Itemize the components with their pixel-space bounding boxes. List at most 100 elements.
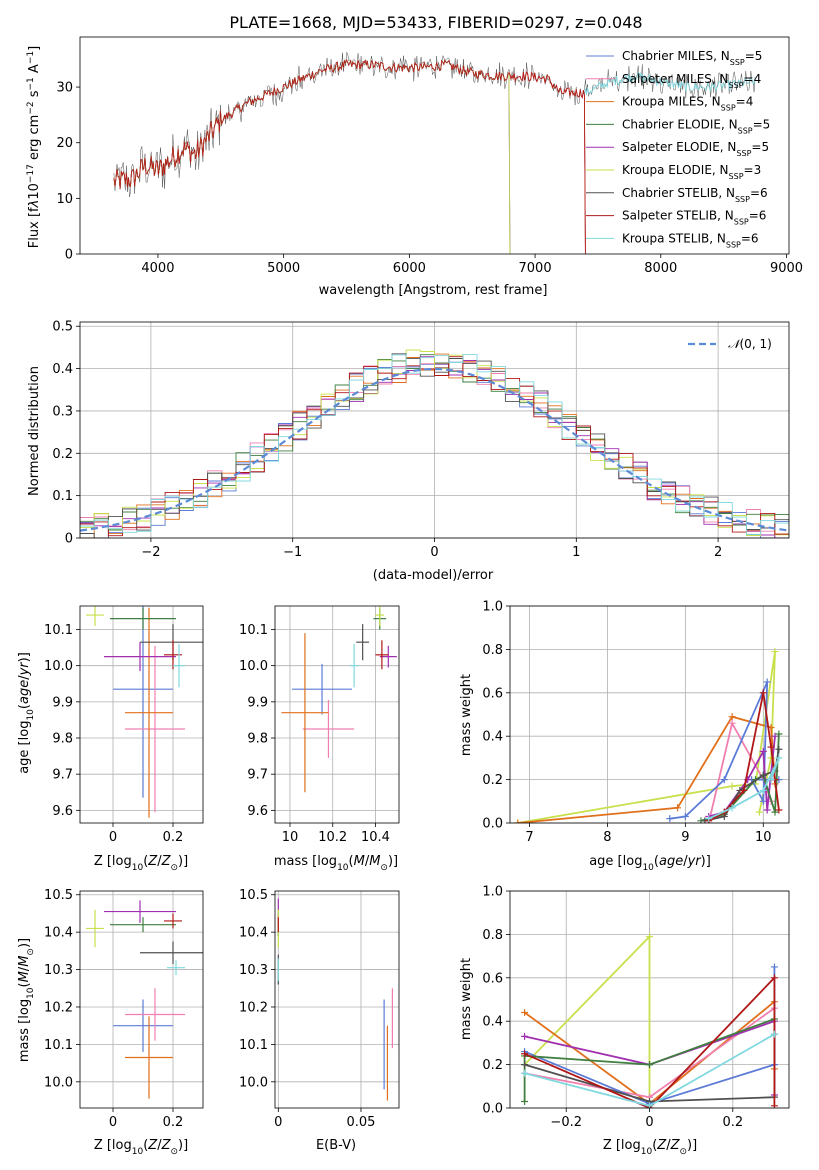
spectrum-series-line — [113, 58, 586, 254]
weight-point-marker — [770, 1030, 778, 1038]
weight-point-marker — [521, 1032, 529, 1040]
spectrum-series-line — [113, 58, 586, 254]
y-tick-label: 10.0 — [239, 659, 268, 674]
legend-subscript: SSP — [729, 80, 744, 89]
x-tick-label: 8 — [603, 830, 611, 845]
x-tick-label: 8000 — [644, 261, 677, 276]
y-tick-label: 10.1 — [44, 1038, 73, 1053]
x-tick-label: 10.4 — [361, 830, 390, 845]
y-tick-label: 9.8 — [247, 732, 268, 747]
wage-ylabel: mass weight — [459, 674, 474, 756]
x-tick-label: 0.2 — [163, 830, 184, 845]
legend-entry: Kroupa STELIB, NSSP=6 — [622, 231, 759, 249]
ageZ-xlabel: Z [log10(Z/Z⊙)] — [94, 854, 188, 873]
spectrum-ylabel: Flux [fλ10−17 erg cm−2 s−1 A−1] — [26, 46, 42, 248]
x-tick-label: 10 — [755, 830, 772, 845]
legend-subscript: SSP — [734, 217, 749, 226]
axes-frame — [79, 321, 790, 539]
spectrum-series-line — [113, 58, 511, 254]
spectrum-series-line — [113, 58, 511, 254]
weight-point-marker — [646, 1061, 653, 1069]
y-tick-label: 0.2 — [482, 773, 503, 788]
y-tick-label: 10.0 — [44, 1075, 73, 1090]
y-tick-label: 0.6 — [482, 686, 503, 701]
axes-frame — [79, 36, 790, 255]
weight-point-marker — [674, 804, 682, 812]
y-tick-label: 0 — [65, 532, 73, 547]
x-tick-label: −0.2 — [550, 1115, 582, 1130]
y-tick-label: 0.1 — [52, 489, 73, 504]
y-tick-label: 0.2 — [482, 1058, 503, 1073]
y-tick-label: 9.9 — [247, 695, 268, 710]
weight-point-marker — [775, 806, 783, 814]
y-tick-label: 0.3 — [52, 404, 73, 419]
weight-point-marker — [728, 713, 736, 721]
weight-point-marker — [771, 808, 779, 816]
y-tick-label: 20 — [56, 136, 73, 151]
spectrum-series-line — [113, 58, 586, 254]
y-tick-label: 10.3 — [239, 963, 268, 978]
normal-legend-label: 𝒩(0, 1) — [728, 337, 772, 351]
weight-point-marker — [767, 776, 775, 784]
weight-point-marker — [771, 732, 779, 740]
weight-point-marker — [775, 754, 783, 762]
mass_vs_ebv-panel: 0 0.05 10.0 10.1 10.2 10.3 10.4 10.5 — [239, 888, 400, 1130]
axes-frame — [274, 605, 400, 824]
weight_vs_age-marks — [514, 648, 783, 823]
mass_vs_Z-marks — [86, 900, 203, 1099]
weight-point-marker — [521, 1009, 529, 1017]
x-tick-label: 0 — [109, 830, 117, 845]
y-tick-label: 9.6 — [247, 804, 268, 819]
parameter-panels: 0 0.2 9.6 9.7 9.8 9.9 10.0 10.1 10 10.2 10.4 9.6 9.7… — [44, 600, 790, 1130]
weight-point-marker — [755, 808, 763, 816]
weight-point-marker — [646, 1102, 653, 1108]
histogram-step — [80, 354, 789, 538]
x-tick-label: 0.05 — [346, 1115, 375, 1130]
y-tick-label: 10.2 — [239, 1000, 268, 1015]
weight-point-marker — [759, 689, 767, 697]
legend-entry: Salpeter ELODIE, NSSP=5 — [622, 140, 769, 158]
normal-curve — [80, 367, 789, 532]
spectrum-plot-area: 4000 5000 6000 7000 8000 9000 0 10 20 30 — [56, 36, 803, 276]
residual-panel: −2 −1 0 1 2 0 0.1 0.2 0.3 0.4 0.5 (data-model)/err… — [27, 320, 790, 583]
x-tick-label: 2 — [714, 545, 722, 560]
x-tick-label: 5000 — [267, 261, 300, 276]
weight-point-marker — [763, 806, 771, 814]
y-tick-label: 10.0 — [239, 1075, 268, 1090]
y-tick-label: 0.6 — [482, 971, 503, 986]
x-tick-label: 9 — [681, 830, 689, 845]
x-tick-label: 6000 — [393, 261, 426, 276]
y-tick-label: 10.2 — [44, 1000, 73, 1015]
residual-plot-area: −2 −1 0 1 2 0 0.1 0.2 0.3 0.4 0.5 — [52, 320, 790, 560]
legend-subscript: SSP — [729, 172, 744, 181]
axes-frame — [509, 890, 790, 1109]
weight-point-marker — [681, 812, 689, 820]
weight_vs_age-panel: 7 8 9 10 0.0 0.2 0.4 0.6 0.8 1.0 — [482, 600, 790, 845]
y-tick-label: 0.0 — [482, 817, 503, 832]
spectrum-panel: 4000 5000 6000 7000 8000 9000 0 10 20 30 waveleng… — [26, 36, 803, 298]
weight-point-marker — [705, 815, 713, 823]
weight-point-marker — [775, 730, 783, 738]
residual-ylabel: Normed distribution — [27, 366, 42, 496]
weight-point-marker — [728, 719, 736, 727]
axes-frame — [509, 605, 790, 824]
weight-point-marker — [666, 815, 674, 823]
x-tick-label: 10 — [282, 830, 299, 845]
y-tick-label: 0.4 — [482, 1015, 503, 1030]
weight-point-marker — [771, 648, 779, 656]
y-tick-label: 1.0 — [482, 885, 503, 900]
axes-frame — [79, 605, 204, 824]
residual-legend: 𝒩(0, 1) — [688, 337, 772, 351]
legend-entry: Kroupa MILES, NSSP=4 — [622, 95, 753, 113]
x-tick-label: 4000 — [141, 261, 174, 276]
mE-xlabel: E(B-V) — [316, 1138, 356, 1153]
weight-point-marker — [759, 797, 767, 805]
y-tick-label: 0.2 — [52, 447, 73, 462]
x-tick-label: 0 — [645, 1115, 653, 1130]
legend-subscript: SSP — [726, 240, 741, 249]
y-tick-label: 0.5 — [52, 320, 73, 335]
spectrum-lines — [113, 51, 756, 254]
x-tick-label: 7 — [525, 830, 533, 845]
weight-point-marker — [740, 786, 748, 794]
y-tick-label: 10 — [56, 192, 73, 207]
